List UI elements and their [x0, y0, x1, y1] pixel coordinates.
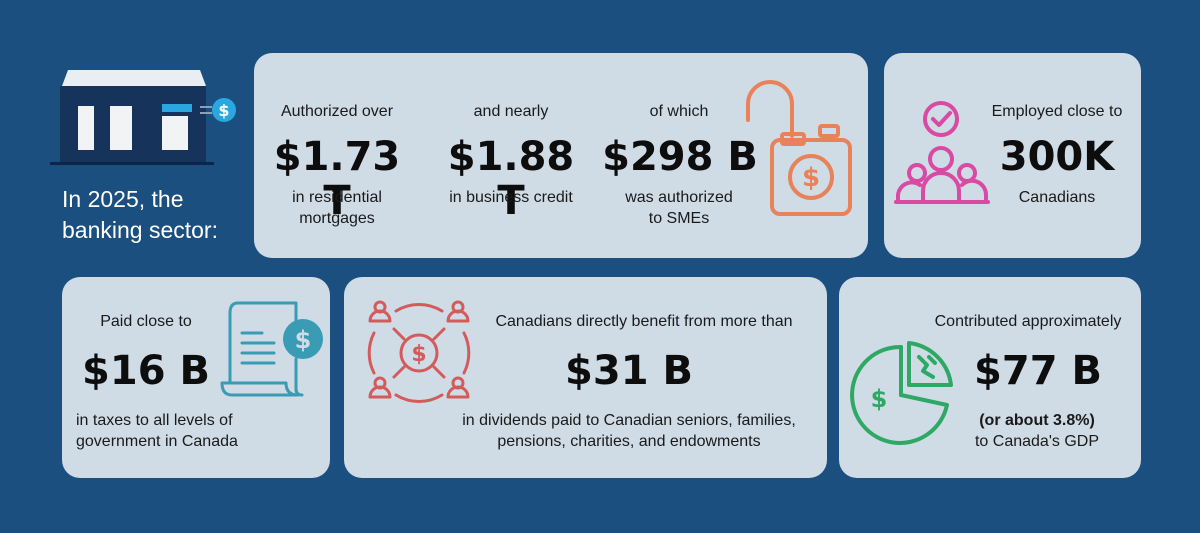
dividends-post: in dividends paid to Canadian seniors, f… — [434, 410, 824, 452]
taxes-post: in taxes to all levels of government in … — [76, 410, 306, 452]
taxes-post-2: government in Canada — [76, 433, 238, 450]
gdp-value: $77 B — [974, 348, 1102, 394]
smes-post: was authorized to SMEs — [604, 187, 754, 229]
taxes-value: $16 B — [82, 348, 210, 394]
svg-text:$: $ — [802, 163, 820, 193]
pie-chart-dollar-icon: $ — [850, 341, 953, 445]
gdp-card: Contributed approximately $ $77 B (or ab… — [839, 277, 1141, 478]
mortgages-post-1: in residential — [292, 189, 382, 206]
smes-value: $298 B — [602, 134, 758, 180]
gdp-post-1: (or about 3.8%) — [979, 412, 1095, 429]
tax-document-dollar-icon: $ — [220, 301, 323, 397]
business-credit-value: $1.88 T — [447, 134, 575, 224]
intro-line-1: In 2025, the — [62, 186, 184, 212]
employees-check-icon — [894, 101, 990, 204]
svg-text:$: $ — [871, 385, 888, 413]
business-credit-post: in business credit — [449, 189, 573, 206]
mortgages-value: $1.73 T — [273, 134, 401, 224]
gdp-post-2: to Canada's GDP — [974, 433, 1099, 450]
lending-card: Authorized over $1.73 T in residential m… — [254, 53, 868, 258]
smes-post-2: to SMEs — [648, 210, 710, 227]
taxes-post-1: in taxes to all levels of — [76, 412, 233, 429]
svg-text:$: $ — [411, 342, 426, 367]
padlock-dollar-icon: $ — [746, 80, 852, 216]
svg-text:$: $ — [218, 101, 229, 120]
taxes-card: Paid close to $16 B in taxes to all leve… — [62, 277, 330, 478]
dividend-network-icon: $ — [367, 300, 471, 403]
employment-card: Employed close to 300K Canadians — [884, 53, 1141, 258]
dividends-value: $31 B — [565, 348, 693, 394]
intro-line-2: banking sector: — [62, 217, 218, 243]
bank-building-icon: $ — [50, 70, 236, 165]
dividends-post-1: in dividends paid to Canadian seniors, f… — [462, 412, 796, 429]
employment-pre: Employed close to — [991, 103, 1123, 120]
svg-text:$: $ — [295, 326, 312, 354]
mortgages-pre: Authorized over — [280, 103, 394, 120]
mortgages-post-2: mortgages — [299, 210, 375, 227]
gdp-pre: Contributed approximately — [934, 313, 1122, 330]
smes-pre: of which — [649, 103, 709, 120]
business-credit-pre: and nearly — [473, 103, 549, 120]
mortgages-post: in residential mortgages — [262, 187, 412, 229]
dividends-card: $ Canadians directly benefit from more t… — [344, 277, 827, 478]
employment-value: 300K — [999, 134, 1115, 180]
dividends-post-2: pensions, charities, and endowments — [497, 433, 761, 450]
employment-post: Canadians — [1018, 189, 1096, 206]
gdp-post: (or about 3.8%) to Canada's GDP — [957, 410, 1117, 452]
dividends-pre: Canadians directly benefit from more tha… — [495, 313, 793, 330]
intro-text: In 2025, the banking sector: — [62, 184, 252, 246]
taxes-pre: Paid close to — [100, 313, 192, 330]
smes-post-1: was authorized — [625, 189, 733, 206]
